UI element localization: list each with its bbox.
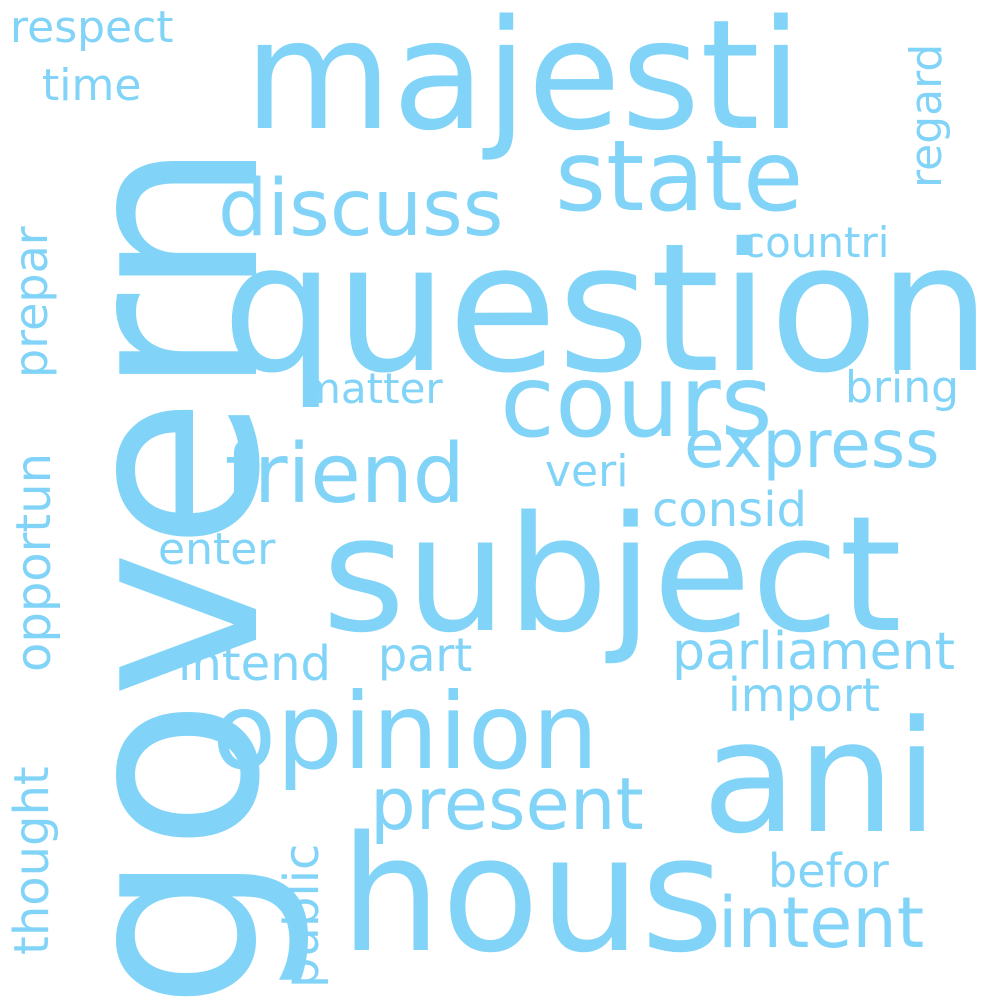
word-ani: ani <box>702 687 939 868</box>
word-countri: countri <box>742 218 890 267</box>
word-bring: bring <box>845 362 960 413</box>
word-hous: hous <box>340 801 725 988</box>
word-intent: intent <box>718 882 925 964</box>
word-regard: regard <box>901 43 952 188</box>
word-express: express <box>684 406 940 483</box>
word-opinion: opinion <box>212 671 599 793</box>
word-cours: cours <box>500 343 773 460</box>
word-matter: matter <box>300 364 443 413</box>
word-veri: veri <box>545 446 629 497</box>
word-discuss: discuss <box>218 164 504 254</box>
word-friend: friend <box>225 427 465 522</box>
word-subject: subject <box>322 481 902 668</box>
word-intend: intend <box>178 636 331 692</box>
word-parliament: parliament <box>672 622 956 682</box>
word-thought: thought <box>4 766 60 955</box>
word-state: state <box>555 120 804 234</box>
word-part: part <box>378 628 473 682</box>
word-consid: consid <box>652 482 807 538</box>
word-import: import <box>728 668 880 722</box>
word-opportun: opportun <box>6 452 62 672</box>
word-question: question <box>222 205 992 412</box>
word-time: time <box>42 60 142 111</box>
word-majesti: majesti <box>244 0 802 164</box>
word-enter: enter <box>158 524 276 575</box>
word-public: public <box>274 843 330 988</box>
word-respect: respect <box>10 2 174 53</box>
word-befor: befor <box>768 844 889 898</box>
word-present: present <box>370 762 644 846</box>
word-prepar: prepar <box>4 226 58 378</box>
